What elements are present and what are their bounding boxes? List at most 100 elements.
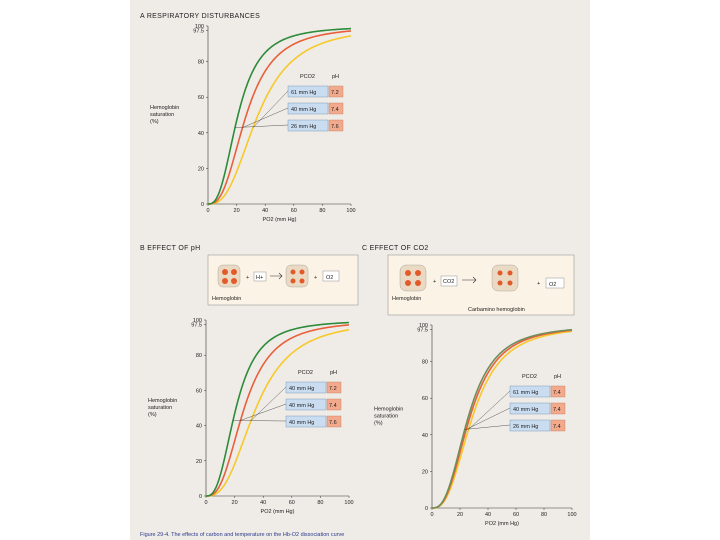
legend-pco2-box	[287, 119, 329, 132]
legend-ph-label: 7.4	[553, 407, 561, 413]
x-tick-label: 80	[319, 208, 325, 214]
series-curve-2	[207, 27, 352, 205]
x-tick-label: 60	[291, 208, 297, 214]
legend-ph-label: 7.4	[329, 403, 337, 409]
legend-ph-label: 7.4	[331, 107, 339, 113]
x-axis-label: PO2 (mm Hg)	[263, 217, 297, 223]
x-axis-label: PO2 (mm Hg)	[485, 521, 519, 527]
series-curve-0	[207, 35, 352, 205]
legend-pco2-box	[509, 402, 551, 415]
legend-ph-label: 7.4	[553, 424, 561, 430]
y-tick-label: 80	[198, 60, 204, 66]
figure-canvas: A RESPIRATORY DISTURBANCES B EFFECT OF p…	[140, 13, 577, 538]
legend-ph-label: 7.2	[329, 386, 337, 392]
legend-header-ph: pH	[554, 374, 561, 380]
legend-leader-line	[250, 386, 287, 421]
legend-ph-box	[328, 85, 344, 98]
y-tick-label: 80	[196, 353, 202, 359]
x-tick-label: 80	[317, 500, 323, 506]
x-tick-label: 100	[344, 500, 353, 506]
y-tick-label: 0	[201, 202, 204, 208]
y-axis-label: Hemoglobin saturation (%)	[374, 407, 403, 427]
x-axis-label: PO2 (mm Hg)	[261, 509, 295, 515]
legend-pco2-box	[285, 381, 327, 394]
y-tick-label: 100	[419, 323, 428, 329]
y-tick-label: 80	[422, 360, 428, 366]
legend-header-pco2: PCO2	[522, 374, 537, 380]
legend-ph-box	[550, 419, 566, 432]
legend-ph-label: 7.6	[329, 420, 337, 426]
diagram-b-o2: O2	[326, 275, 333, 281]
y-tick-label: 20	[422, 469, 428, 475]
diagram-b-plus-1: +	[246, 275, 249, 281]
legend-leader-line	[240, 403, 287, 421]
y-tick-label: 20	[196, 459, 202, 465]
legend-ph-label: 7.2	[331, 90, 339, 96]
x-tick-label: 20	[234, 208, 240, 214]
diagram-c-right-label: Carbamino hemoglobin	[468, 307, 525, 313]
y-tick-label: 97.5	[417, 328, 428, 334]
figure-page: A RESPIRATORY DISTURBANCES B EFFECT OF p…	[130, 0, 590, 540]
legend-pco2-label: 40 mm Hg	[513, 407, 538, 413]
x-tick-label: 40	[260, 500, 266, 506]
legend-ph-box	[328, 119, 344, 132]
legend-header-pco2: PCO2	[298, 370, 313, 376]
legend-ph-label: 7.4	[553, 390, 561, 396]
diagram-c-o2: O2	[549, 282, 556, 288]
x-tick-label: 0	[204, 500, 207, 506]
legend-pco2-box	[509, 419, 551, 432]
legend-ph-box	[326, 398, 342, 411]
x-tick-label: 0	[430, 512, 433, 518]
x-tick-label: 60	[289, 500, 295, 506]
legend-ph-box	[326, 415, 342, 428]
carbamino-hemoglobin-icon	[491, 264, 519, 292]
legend-pco2-label: 26 mm Hg	[513, 424, 538, 430]
y-tick-label: 100	[195, 24, 204, 30]
panel-b-title: B EFFECT OF pH	[140, 245, 200, 252]
legend-ph-label: 7.6	[331, 124, 339, 130]
panel-a-title: A RESPIRATORY DISTURBANCES	[140, 13, 260, 20]
y-tick-label: 40	[422, 433, 428, 439]
legend-pco2-box	[287, 85, 329, 98]
y-tick-label: 97.5	[193, 28, 204, 34]
y-tick-label: 100	[193, 318, 202, 324]
legend-header-pco2: PCO2	[300, 74, 315, 80]
series-curve-1	[207, 30, 352, 205]
hemoglobin-icon	[217, 264, 241, 288]
series-curve-0	[431, 330, 573, 509]
y-axis-label: Hemoglobin saturation (%)	[150, 105, 179, 125]
x-tick-label: 20	[232, 500, 238, 506]
hemoglobin-bound-icon	[285, 264, 309, 288]
y-tick-label: 97.5	[191, 322, 202, 328]
x-tick-label: 20	[457, 512, 463, 518]
legend-header-ph: pH	[332, 74, 339, 80]
reaction-arrow-icon	[270, 272, 283, 280]
legend-ph-box	[328, 102, 344, 115]
legend-leader-line	[235, 124, 289, 128]
y-tick-label: 60	[422, 396, 428, 402]
hemoglobin-c-icon	[399, 264, 427, 292]
x-tick-label: 100	[346, 208, 355, 214]
panel-c-title: C EFFECT OF CO2	[362, 245, 429, 252]
legend-pco2-label: 61 mm Hg	[291, 90, 316, 96]
y-tick-label: 0	[199, 494, 202, 500]
legend-pco2-label: 40 mm Hg	[291, 107, 316, 113]
diagram-c-co2: CO2	[443, 279, 454, 285]
legend-leader-line	[252, 90, 289, 128]
legend-pco2-label: 40 mm Hg	[289, 420, 314, 426]
legend-pco2-box	[285, 415, 327, 428]
panel-b-diagram: + H+ + O2 Hemoglobin	[207, 254, 359, 306]
x-tick-label: 40	[262, 208, 268, 214]
series-curve-1	[431, 329, 573, 509]
legend-pco2-box	[509, 385, 551, 398]
series-curve-2	[431, 328, 573, 509]
legend-header-ph: pH	[330, 370, 337, 376]
x-tick-label: 60	[513, 512, 519, 518]
y-tick-label: 40	[196, 424, 202, 430]
legend-leader-line	[468, 390, 511, 430]
y-tick-label: 40	[198, 131, 204, 137]
legend-pco2-box	[285, 398, 327, 411]
legend-pco2-label: 26 mm Hg	[291, 124, 316, 130]
